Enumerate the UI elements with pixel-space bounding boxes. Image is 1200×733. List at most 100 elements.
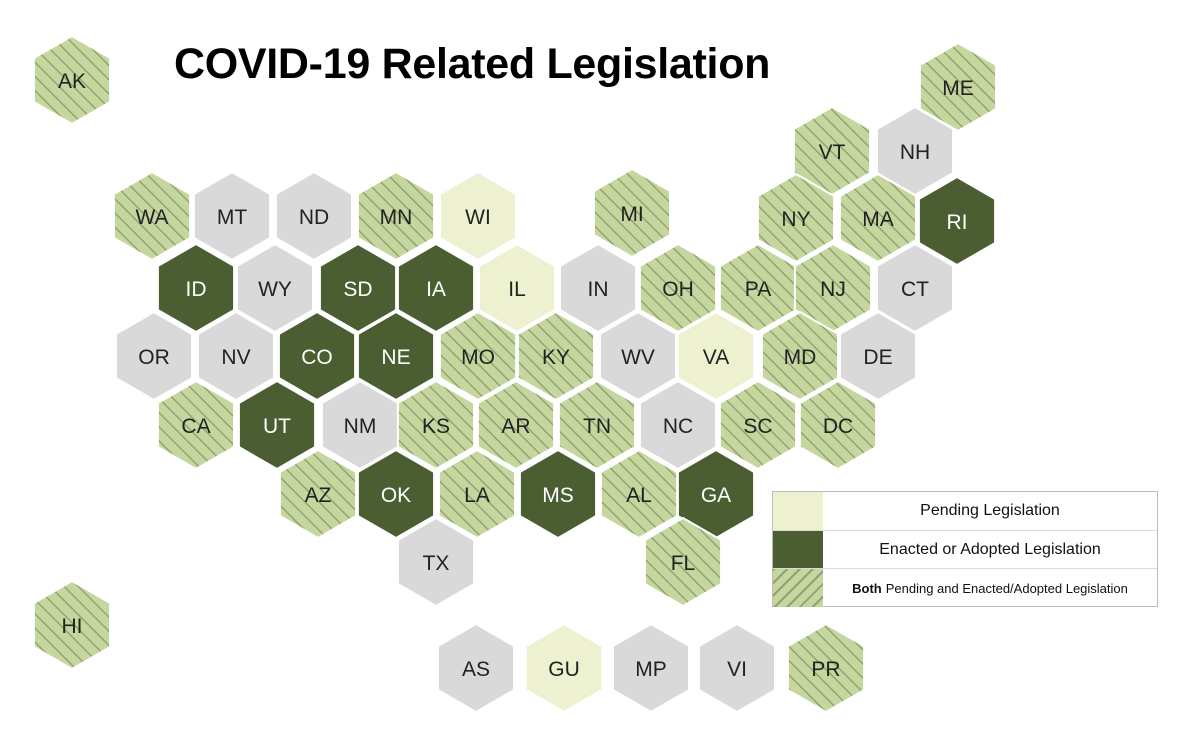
hex-shape-ne bbox=[356, 310, 436, 402]
hex-shape-md bbox=[760, 310, 840, 402]
map-title: COVID-19 Related Legislation bbox=[174, 40, 771, 88]
hex-shape-nv bbox=[196, 310, 276, 402]
hex-pr: PR bbox=[786, 622, 866, 714]
hex-shape-mo bbox=[438, 310, 518, 402]
hex-label-as: AS bbox=[462, 658, 490, 681]
hex-shape-ca bbox=[156, 379, 236, 471]
hex-label-de: DE bbox=[863, 346, 892, 369]
hex-shape-sd bbox=[318, 242, 398, 334]
hex-shape-il bbox=[477, 242, 557, 334]
hex-label-ar: AR bbox=[501, 415, 530, 438]
hex-label-mp: MP bbox=[635, 658, 667, 681]
hex-label-vi: VI bbox=[727, 658, 747, 681]
hex-shape-pr bbox=[786, 622, 866, 714]
hex-nm: NM bbox=[320, 379, 400, 471]
hex-shape-ny bbox=[756, 172, 836, 264]
hex-shape-de bbox=[838, 310, 918, 402]
hex-shape-az bbox=[278, 448, 358, 540]
hex-label-me: ME bbox=[942, 77, 974, 100]
hex-label-la: LA bbox=[464, 484, 490, 507]
hex-wi: WI bbox=[438, 170, 518, 262]
hex-wa: WA bbox=[112, 170, 192, 262]
hex-shape-mt bbox=[192, 170, 272, 262]
hex-label-id: ID bbox=[186, 278, 207, 301]
hex-label-vt: VT bbox=[819, 141, 846, 164]
hex-shape-ks bbox=[396, 379, 476, 471]
legend-item-enacted: Enacted or Adopted Legislation bbox=[773, 530, 1157, 569]
hex-shape-la bbox=[437, 448, 517, 540]
hex-shape-dc bbox=[798, 379, 878, 471]
hex-label-oh: OH bbox=[662, 278, 694, 301]
hex-shape-nd bbox=[274, 170, 354, 262]
hex-label-ri: RI bbox=[947, 211, 968, 234]
hex-label-ny: NY bbox=[781, 208, 810, 231]
hex-ar: AR bbox=[476, 379, 556, 471]
hex-nc: NC bbox=[638, 379, 718, 471]
hex-wy: WY bbox=[235, 242, 315, 334]
hex-label-in: IN bbox=[588, 278, 609, 301]
hex-label-ia: IA bbox=[426, 278, 446, 301]
hex-shape-tx bbox=[396, 516, 476, 608]
hex-label-nh: NH bbox=[900, 141, 930, 164]
hex-shape-in bbox=[558, 242, 638, 334]
hex-label-az: AZ bbox=[305, 484, 332, 507]
hex-label-ky: KY bbox=[542, 346, 570, 369]
hex-shape-fl bbox=[643, 516, 723, 608]
hex-shape-va bbox=[676, 310, 756, 402]
hex-label-il: IL bbox=[508, 278, 526, 301]
legend-item-pending: Pending Legislation bbox=[773, 492, 1157, 530]
hex-label-md: MD bbox=[784, 346, 817, 369]
hex-label-wy: WY bbox=[258, 278, 292, 301]
hex-shape-ok bbox=[356, 448, 436, 540]
legend-item-both: Both Pending and Enacted/Adopted Legisla… bbox=[773, 568, 1157, 607]
hex-shape-me bbox=[918, 41, 998, 133]
hex-la: LA bbox=[437, 448, 517, 540]
hex-label-wi: WI bbox=[465, 206, 491, 229]
hex-shape-oh bbox=[638, 242, 718, 334]
hex-hi: HI bbox=[32, 579, 112, 671]
hex-ia: IA bbox=[396, 242, 476, 334]
hex-shape-sc bbox=[718, 379, 798, 471]
hex-as: AS bbox=[436, 622, 516, 714]
hex-or: OR bbox=[114, 310, 194, 402]
hex-shape-nc bbox=[638, 379, 718, 471]
hex-shape-gu bbox=[524, 622, 604, 714]
hex-label-mn: MN bbox=[380, 206, 413, 229]
hex-label-mo: MO bbox=[461, 346, 495, 369]
hex-pa: PA bbox=[718, 242, 798, 334]
hex-ms: MS bbox=[518, 448, 598, 540]
hex-label-co: CO bbox=[301, 346, 333, 369]
hex-shape-hi bbox=[32, 579, 112, 671]
hex-shape-tn bbox=[557, 379, 637, 471]
hex-shape-id bbox=[156, 242, 236, 334]
hex-shape-or bbox=[114, 310, 194, 402]
hex-shape-ia bbox=[396, 242, 476, 334]
legend-label-both: Both Pending and Enacted/Adopted Legisla… bbox=[823, 569, 1157, 607]
hex-label-gu: GU bbox=[548, 658, 580, 681]
hex-shape-ak bbox=[32, 34, 112, 126]
hex-nv: NV bbox=[196, 310, 276, 402]
hex-shape-wy bbox=[235, 242, 315, 334]
hex-dc: DC bbox=[798, 379, 878, 471]
hex-shape-wa bbox=[112, 170, 192, 262]
hex-label-ct: CT bbox=[901, 278, 929, 301]
hex-label-hi: HI bbox=[62, 615, 83, 638]
hex-in: IN bbox=[558, 242, 638, 334]
hex-shape-ma bbox=[838, 172, 918, 264]
hex-label-sc: SC bbox=[743, 415, 772, 438]
hex-label-pr: PR bbox=[811, 658, 840, 681]
hex-shape-ms bbox=[518, 448, 598, 540]
hex-label-tn: TN bbox=[583, 415, 611, 438]
hex-label-ca: CA bbox=[181, 415, 210, 438]
hex-label-ak: AK bbox=[58, 70, 86, 93]
legend-swatch-both bbox=[773, 569, 823, 607]
hex-ky: KY bbox=[516, 310, 596, 402]
hex-shape-ky bbox=[516, 310, 596, 402]
hex-label-mi: MI bbox=[620, 203, 643, 226]
hex-mi: MI bbox=[592, 167, 672, 259]
hex-sd: SD bbox=[318, 242, 398, 334]
hex-label-sd: SD bbox=[343, 278, 372, 301]
hex-label-wa: WA bbox=[135, 206, 168, 229]
legend-label-enacted: Enacted or Adopted Legislation bbox=[879, 541, 1101, 558]
